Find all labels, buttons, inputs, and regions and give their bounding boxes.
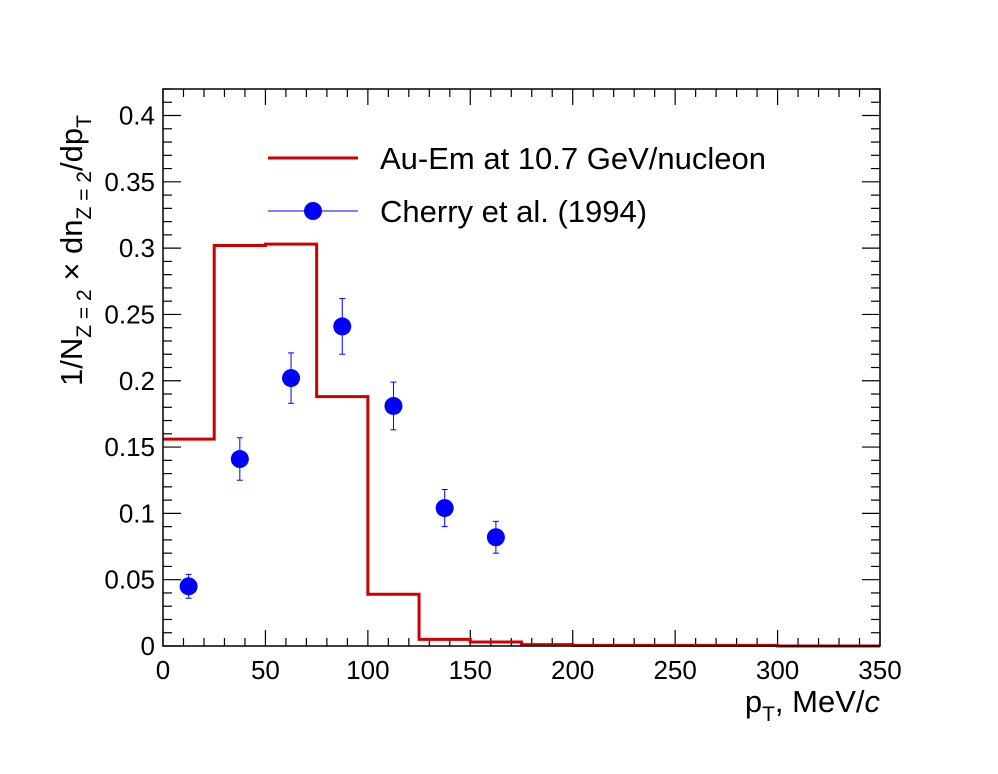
x-title-main: p	[745, 684, 762, 719]
axis-tick-labels: 0 50 100 150 200 250 300 350 0 0.05 0.1 0.15 0.2 0.25…	[104, 101, 901, 685]
data-point	[384, 396, 403, 415]
y-title-sub1: Z = 2	[73, 289, 96, 337]
x-tick-label: 200	[551, 655, 594, 685]
x-tick-label: 250	[653, 655, 696, 685]
x-tick-label: 150	[449, 655, 492, 685]
x-tick-label: 350	[858, 655, 901, 685]
y-tick-label: 0.05	[104, 565, 155, 595]
y-title-part1: 1/N	[54, 338, 89, 386]
x-title-italic: c	[865, 684, 881, 719]
data-point	[486, 528, 505, 547]
x-tick-label: 100	[346, 655, 389, 685]
data-point	[333, 317, 352, 336]
y-title-part3: /dp	[54, 128, 89, 171]
histogram-step-line	[163, 242, 880, 648]
y-title-sub3: T	[73, 115, 96, 128]
y-tick-label: 0.35	[104, 167, 155, 197]
y-tick-label: 0.15	[104, 432, 155, 462]
data-point	[179, 577, 198, 596]
data-point	[435, 499, 454, 518]
data-point	[230, 450, 249, 469]
x-title-sub: T	[762, 703, 775, 726]
y-title-part2: × dn	[54, 219, 89, 289]
legend-label-points: Cherry et al. (1994)	[380, 194, 647, 229]
legend-label-histogram: Au-Em at 10.7 GeV/nucleon	[380, 141, 766, 176]
y-tick-label: 0.1	[119, 498, 155, 528]
legend: Au-Em at 10.7 GeV/nucleon Cherry et al. …	[268, 141, 766, 229]
plot-frame	[162, 88, 881, 647]
data-points-series	[179, 298, 505, 599]
y-tick-label: 0.3	[119, 233, 155, 263]
data-point	[282, 369, 301, 388]
y-tick-label: 0.2	[119, 366, 155, 396]
x-title-rest: , MeV/	[775, 684, 865, 719]
x-tick-label: 300	[756, 655, 799, 685]
y-tick-label: 0	[141, 631, 155, 661]
y-tick-label: 0.4	[119, 101, 155, 131]
legend-marker-points	[304, 202, 322, 220]
x-tick-label: 0	[156, 655, 170, 685]
y-tick-label: 0.25	[104, 299, 155, 329]
x-axis-title: pT, MeV/c	[745, 684, 881, 726]
x-tick-label: 50	[251, 655, 280, 685]
y-title-sub2: Z = 2	[73, 171, 96, 219]
y-axis-title: 1/NZ = 2 × dnZ = 2/dpT	[54, 115, 96, 386]
histogram-series	[163, 242, 880, 648]
